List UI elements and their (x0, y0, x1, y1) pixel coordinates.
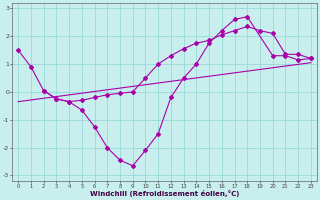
X-axis label: Windchill (Refroidissement éolien,°C): Windchill (Refroidissement éolien,°C) (90, 190, 239, 197)
